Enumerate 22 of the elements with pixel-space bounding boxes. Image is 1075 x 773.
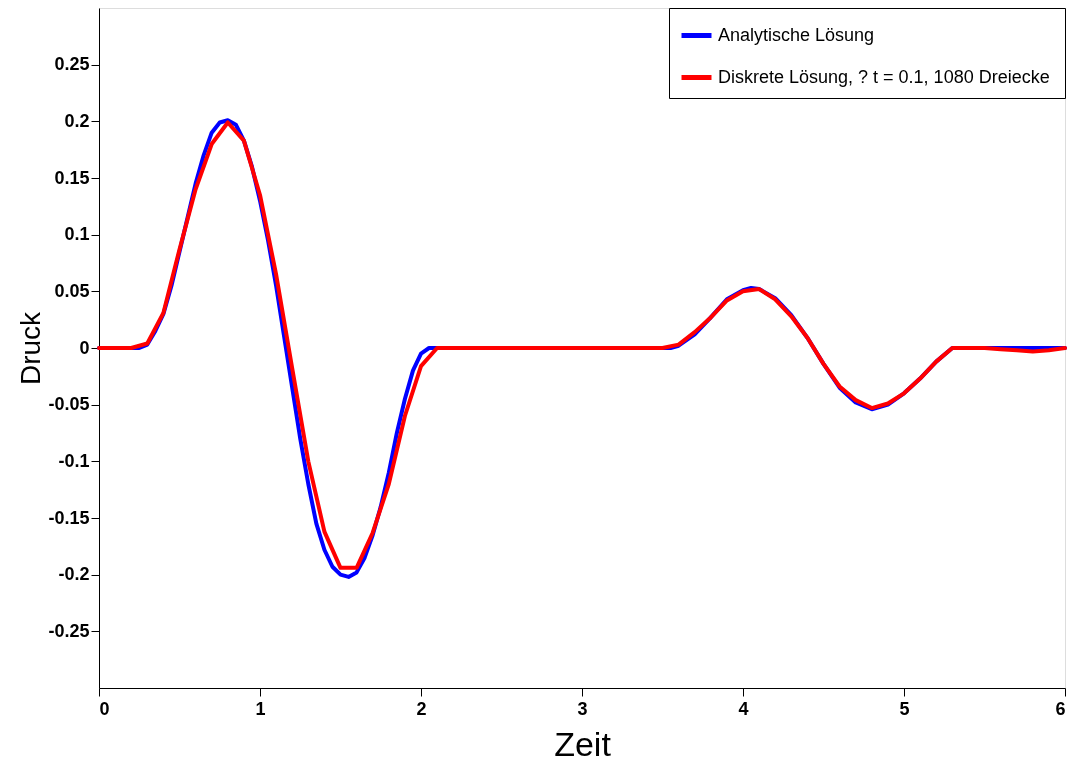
y-tick-label: -0.1 [58,450,90,471]
y-tick-label: -0.15 [48,507,90,528]
legend-label: Diskrete Lösung, ? t = 0.1, 1080 Dreiecke [718,66,1050,87]
x-tick-label: 4 [738,698,749,719]
y-tick-label: -0.2 [58,564,90,585]
x-tick-label: 3 [577,698,588,719]
x-tick-label: 0 [99,698,110,719]
x-tick-label: 5 [899,698,910,719]
y-tick-label: 0 [79,337,90,358]
x-axis-title: Zeit [554,724,612,763]
x-tick-label: 1 [255,698,266,719]
y-tick-label: 0.05 [54,280,90,301]
y-tick-label: 0.2 [64,110,90,131]
y-tick-label: 0.15 [54,167,90,188]
y-tick-label: 0.1 [64,224,90,245]
x-tick-label: 6 [1055,698,1066,719]
y-tick-label: -0.25 [48,620,90,641]
y-axis-title: Druck [15,310,47,386]
x-tick-label: 2 [416,698,427,719]
y-tick-label: 0.25 [54,54,90,75]
legend-label: Analytische Lösung [718,24,875,45]
y-tick-label: -0.05 [48,394,90,415]
